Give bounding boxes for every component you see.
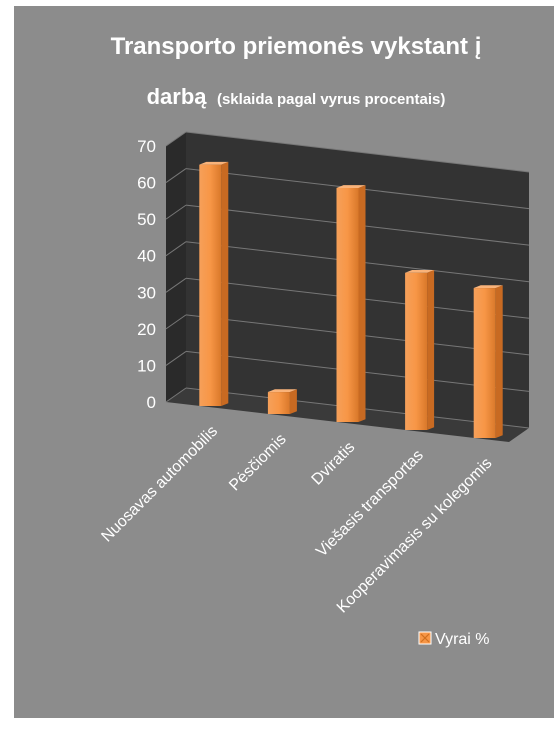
bar-side bbox=[358, 185, 366, 422]
bar-top bbox=[405, 269, 435, 273]
legend-swatch-mark-2 bbox=[420, 633, 430, 643]
bar-side bbox=[427, 269, 435, 430]
bar bbox=[336, 187, 359, 422]
chart-svg: Transporto priemonės vykstant į darbą (s… bbox=[98, 33, 530, 648]
bar-side bbox=[221, 161, 229, 406]
bar bbox=[473, 288, 496, 438]
y-tick-label: 10 bbox=[137, 356, 156, 375]
bar-top bbox=[336, 185, 366, 188]
bar-side bbox=[289, 389, 297, 414]
bar-top bbox=[267, 389, 297, 393]
gridline-side bbox=[165, 131, 187, 147]
y-tick-label: 40 bbox=[137, 247, 156, 266]
legend-label: Vyrai % bbox=[435, 631, 490, 648]
side-wall bbox=[166, 132, 186, 402]
bar bbox=[199, 164, 222, 406]
gridline-side bbox=[165, 168, 187, 183]
bar-top bbox=[473, 285, 503, 289]
bar bbox=[267, 392, 290, 414]
chart-title: Transporto priemonės vykstant į bbox=[111, 33, 482, 60]
gridline-side bbox=[165, 204, 187, 220]
bar bbox=[405, 272, 428, 430]
y-tick-label: 70 bbox=[137, 137, 156, 156]
gridline-side bbox=[165, 241, 187, 257]
bar-top bbox=[199, 161, 229, 165]
gridline-side bbox=[165, 351, 187, 366]
y-tick-label: 20 bbox=[137, 320, 156, 339]
x-tick-label: Pėsčiomis bbox=[226, 431, 290, 495]
chart-subtitle: darbą (sklaida pagal vyrus procentais) bbox=[147, 84, 446, 109]
gridline-side bbox=[165, 314, 187, 330]
plot-area: 0 10 20 30 40 50 60 70 Nuosavas automobilis Pėsči… bbox=[98, 131, 530, 617]
y-tick-label: 60 bbox=[137, 174, 156, 193]
gridline-side bbox=[165, 277, 187, 293]
y-tick-label: 0 bbox=[147, 393, 156, 412]
bar-side bbox=[495, 285, 503, 438]
x-tick-label: Nuosavas automobilis bbox=[98, 423, 221, 546]
y-tick-label: 50 bbox=[137, 210, 156, 229]
y-tick-label: 30 bbox=[137, 283, 156, 302]
subtitle-rest: (sklaida pagal vyrus procentais) bbox=[217, 91, 445, 108]
x-tick-label: Dviratis bbox=[309, 439, 359, 489]
subtitle-bold-part: darbą bbox=[147, 84, 208, 109]
x-tick-label: Kooperavimasis su kolegomis bbox=[334, 455, 496, 617]
chart-area: Transporto priemonės vykstant į darbą (s… bbox=[14, 6, 554, 718]
gridline bbox=[185, 131, 530, 173]
legend: Vyrai % bbox=[418, 631, 490, 648]
gridline-side bbox=[165, 387, 187, 403]
